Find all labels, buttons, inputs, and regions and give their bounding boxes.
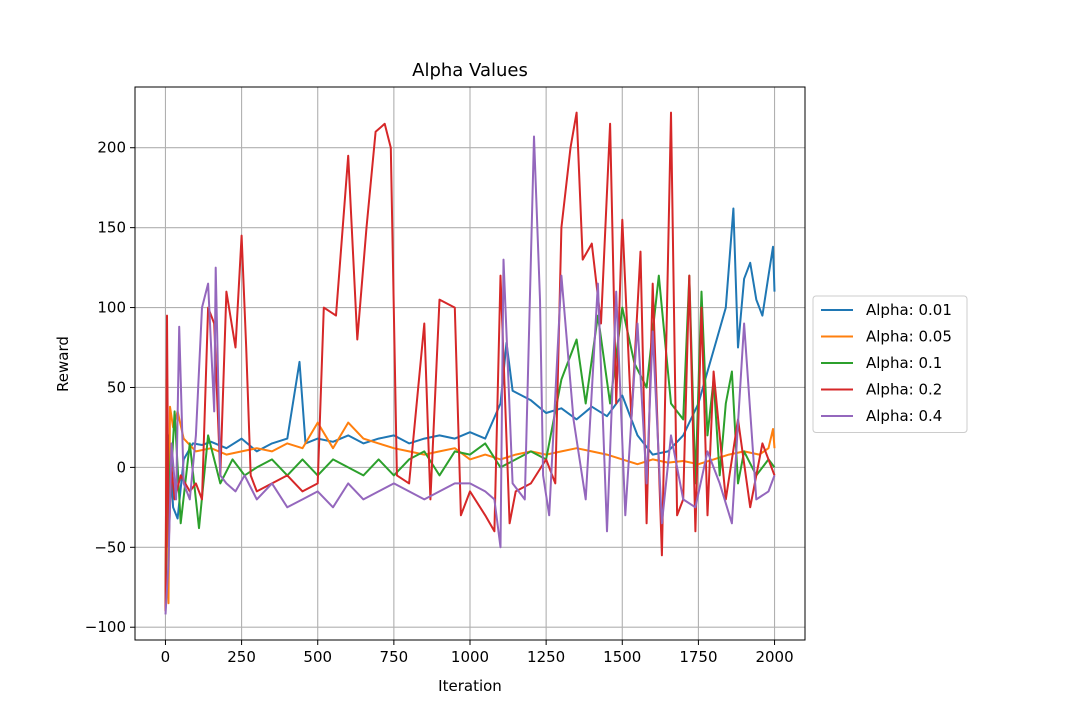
- x-tick-label: 2000: [755, 648, 793, 666]
- y-tick-label: −50: [94, 538, 126, 556]
- legend-label-1: Alpha: 0.05: [866, 328, 952, 346]
- x-tick-label: 1250: [527, 648, 565, 666]
- x-axis-label: Iteration: [438, 677, 502, 695]
- x-tick-label: 250: [227, 648, 256, 666]
- x-tick-label: 0: [161, 648, 171, 666]
- x-tick-label: 750: [380, 648, 409, 666]
- legend-box: [812, 295, 968, 433]
- y-tick-label: 50: [107, 378, 126, 396]
- y-axis-label: Reward: [54, 336, 72, 392]
- series-line-1: [164, 378, 776, 612]
- series-line-3: [164, 111, 776, 612]
- x-tick-label: 1750: [679, 648, 717, 666]
- legend-label-2: Alpha: 0.1: [866, 354, 942, 372]
- x-tick-label: 1000: [451, 648, 489, 666]
- legend-label-3: Alpha: 0.2: [866, 381, 942, 399]
- y-tick-label: 0: [116, 458, 126, 476]
- y-tick-label: 100: [97, 299, 126, 317]
- plot-series: [164, 111, 776, 615]
- chart-title: Alpha Values: [412, 60, 528, 81]
- series-line-0: [164, 207, 776, 609]
- legend-label-0: Alpha: 0.01: [866, 301, 952, 319]
- y-tick-label: 200: [97, 139, 126, 157]
- legend: Alpha: 0.01 Alpha: 0.05 Alpha: 0.1 Alpha: 0…: [812, 295, 968, 433]
- x-tick-label: 500: [303, 648, 332, 666]
- axis-ticks: 0 250 500 750 1000 1250 1500 1750 2000 −100 −50 0 50…: [85, 139, 794, 666]
- x-tick-label: 1500: [603, 648, 641, 666]
- series-line-4: [164, 135, 776, 615]
- legend-label-4: Alpha: 0.4: [866, 407, 942, 425]
- y-tick-label: 150: [97, 219, 126, 237]
- y-tick-label: −100: [85, 618, 126, 636]
